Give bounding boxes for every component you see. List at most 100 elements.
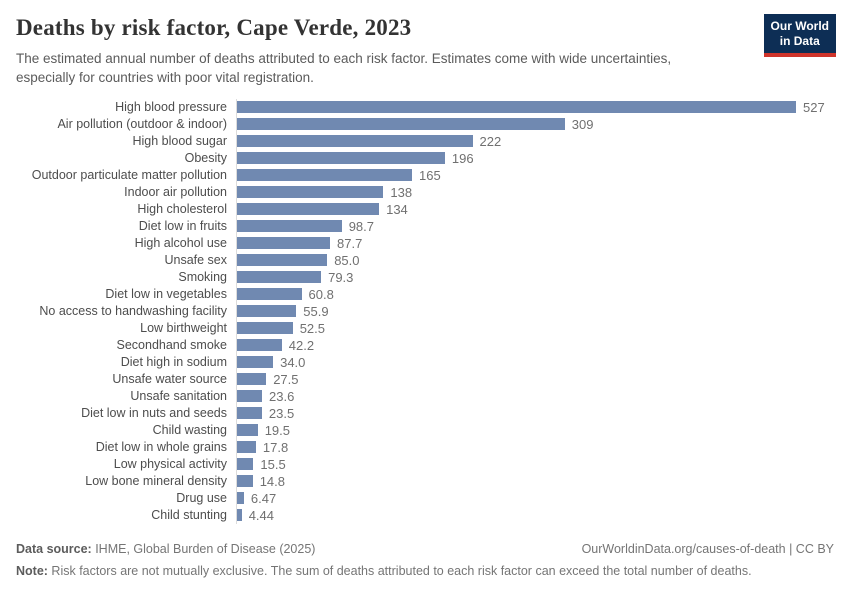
category-label: Unsafe sex	[164, 253, 227, 268]
bar-row[interactable]: Child stunting 4.44	[0, 506, 850, 524]
bar[interactable]	[237, 135, 473, 148]
bar-plot-area: 27.5	[236, 370, 850, 388]
bar[interactable]	[237, 101, 796, 114]
bar-plot-area: 52.5	[236, 319, 850, 337]
bar-row[interactable]: Low physical activity 15.5	[0, 455, 850, 473]
bar-row[interactable]: No access to handwashing facility 55.9	[0, 302, 850, 320]
bar[interactable]	[237, 237, 330, 250]
bar[interactable]	[237, 356, 274, 369]
value-label: 6.47	[250, 490, 277, 506]
bar-row[interactable]: High blood pressure 527	[0, 98, 850, 116]
category-label: High blood sugar	[132, 134, 227, 149]
title-block: Deaths by risk factor, Cape Verde, 2023 …	[16, 14, 671, 88]
value-label: 79.3	[328, 269, 354, 285]
bar[interactable]	[237, 254, 328, 267]
bar-row[interactable]: Indoor air pollution 138	[0, 183, 850, 201]
value-label: 42.2	[288, 337, 315, 353]
bar[interactable]	[237, 305, 297, 318]
bar[interactable]	[237, 475, 253, 488]
category-label: Low bone mineral density	[85, 474, 227, 489]
bar[interactable]	[237, 118, 565, 131]
bar-plot-area: 4.44	[236, 506, 850, 524]
bar-row[interactable]: Unsafe sanitation 23.6	[0, 387, 850, 405]
bar-row[interactable]: Diet low in whole grains 17.8	[0, 438, 850, 456]
bar-plot-area: 42.2	[236, 336, 850, 354]
bar-row[interactable]: Unsafe water source 27.5	[0, 370, 850, 388]
bar[interactable]	[237, 152, 445, 165]
category-label: Obesity	[184, 151, 227, 166]
bar-row[interactable]: Outdoor particulate matter pollution 165	[0, 166, 850, 184]
bar-row[interactable]: High cholesterol 134	[0, 200, 850, 218]
bar[interactable]	[237, 390, 262, 403]
category-label: Diet high in sodium	[120, 355, 227, 370]
bar-plot-area: 134	[236, 200, 850, 218]
bar-row[interactable]: Smoking 79.3	[0, 268, 850, 286]
bar[interactable]	[237, 169, 412, 182]
bar-plot-area: 6.47	[236, 489, 850, 507]
bar[interactable]	[237, 441, 256, 454]
category-label: Smoking	[178, 270, 227, 285]
category-label: High cholesterol	[137, 202, 227, 217]
owid-logo-line-1: Our World	[770, 19, 829, 33]
chart-footer: Data source: IHME, Global Burden of Dise…	[0, 540, 850, 600]
value-label: 15.5	[260, 456, 286, 472]
note-text: Risk factors are not mutually exclusive.…	[47, 563, 752, 578]
bar-row[interactable]: Diet low in nuts and seeds 23.5	[0, 404, 850, 422]
value-label: 222	[479, 133, 502, 149]
bar[interactable]	[237, 373, 267, 386]
value-label: 55.9	[303, 303, 329, 319]
value-label: 60.8	[308, 286, 334, 302]
bar[interactable]	[237, 407, 262, 420]
bar[interactable]	[237, 458, 254, 471]
bar-row[interactable]: Air pollution (outdoor & indoor) 309	[0, 115, 850, 133]
bar-row[interactable]: Child wasting 19.5	[0, 421, 850, 439]
owid-logo[interactable]: Our World in Data	[763, 14, 836, 57]
bar-plot-area: 23.6	[236, 387, 850, 405]
note-label: Note:	[16, 563, 48, 578]
bar[interactable]	[237, 339, 282, 352]
bar-row[interactable]: Low bone mineral density 14.8	[0, 472, 850, 490]
category-label: Child wasting	[152, 423, 227, 438]
bar[interactable]	[237, 288, 302, 301]
bar-plot-area: 309	[236, 115, 850, 133]
category-label: Air pollution (outdoor & indoor)	[57, 117, 227, 132]
category-label: Diet low in vegetables	[105, 287, 227, 302]
bar-plot-area: 87.7	[236, 234, 850, 252]
bar-row[interactable]: Secondhand smoke 42.2	[0, 336, 850, 354]
bar-row[interactable]: Obesity 196	[0, 149, 850, 167]
value-label: 87.7	[337, 235, 363, 251]
bar-plot-area: 222	[236, 132, 850, 150]
value-label: 23.5	[268, 405, 295, 421]
bar-row[interactable]: Diet high in sodium 34.0	[0, 353, 850, 371]
bar[interactable]	[237, 271, 322, 284]
bar-row[interactable]: High alcohol use 87.7	[0, 234, 850, 252]
bar-chart: High blood pressure 527 Air pollution (out…	[0, 98, 850, 524]
category-label: Child stunting	[151, 508, 227, 523]
bar-row[interactable]: Unsafe sex 85.0	[0, 251, 850, 269]
bar-row[interactable]: High blood sugar 222	[0, 132, 850, 150]
bar-row[interactable]: Low birthweight 52.5	[0, 319, 850, 337]
bar[interactable]	[237, 509, 242, 522]
bar[interactable]	[237, 186, 384, 199]
bar[interactable]	[237, 203, 380, 216]
bar[interactable]	[237, 322, 293, 335]
bar[interactable]	[237, 492, 244, 505]
bar-row[interactable]: Drug use 6.47	[0, 489, 850, 507]
bar-row[interactable]: Diet low in vegetables 60.8	[0, 285, 850, 303]
value-label: 527	[803, 99, 825, 115]
category-label: Secondhand smoke	[116, 338, 228, 353]
value-label: 14.8	[259, 473, 285, 489]
data-source-label: Data source:	[16, 541, 92, 556]
owid-link[interactable]: OurWorldinData.org/causes-of-death | CC …	[581, 541, 834, 556]
bar-plot-area: 19.5	[236, 421, 850, 439]
page-title: Deaths by risk factor, Cape Verde, 2023	[16, 15, 412, 40]
bar-plot-area: 165	[236, 166, 850, 184]
bar-plot-area: 15.5	[236, 455, 850, 473]
bar[interactable]	[237, 220, 342, 233]
bar-row[interactable]: Diet low in fruits 98.7	[0, 217, 850, 235]
value-label: 309	[571, 116, 594, 132]
chart-subtitle-line-2: especially for countries with poor vital…	[16, 69, 314, 85]
bar-plot-area: 17.8	[236, 438, 850, 456]
chart-header: Deaths by risk factor, Cape Verde, 2023 …	[0, 0, 850, 88]
bar[interactable]	[237, 424, 258, 437]
